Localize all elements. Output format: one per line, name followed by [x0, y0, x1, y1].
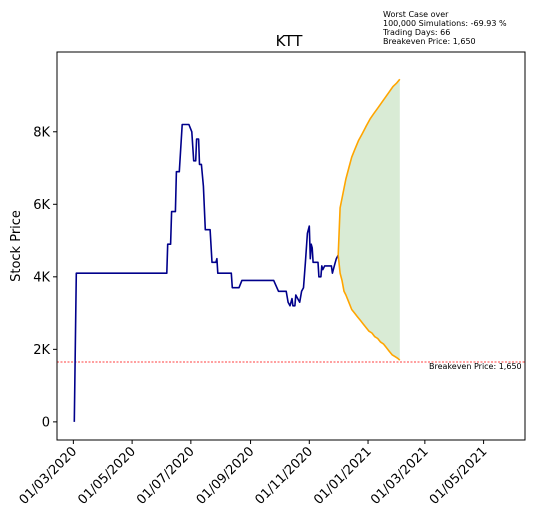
y-tick-label: 8K: [33, 125, 50, 140]
x-tick-label: 01/11/2020: [253, 444, 317, 508]
breakeven-label: Breakeven Price: 1,650: [429, 362, 522, 371]
y-tick-label: 0: [42, 415, 50, 430]
x-tick-label: 01/03/2020: [17, 444, 81, 508]
x-tick-label: 01/05/2021: [427, 444, 491, 508]
annotation-line-3: Trading Days: 66: [382, 28, 450, 37]
x-tick-label: 01/01/2021: [311, 444, 375, 508]
y-axis-ticks: 0 2K 4K 6K 8K: [33, 125, 57, 430]
annotation-line-4: Breakeven Price: 1,650: [383, 37, 476, 46]
y-tick-label: 6K: [33, 198, 50, 213]
best-case-line: [337, 78, 401, 256]
history-line: [73, 123, 339, 422]
projection-band: [338, 79, 400, 361]
y-tick-label: 4K: [33, 270, 50, 285]
y-axis-label: Stock Price: [9, 210, 24, 282]
chart-title: KTT: [276, 32, 304, 50]
worst-case-line: [337, 255, 401, 361]
x-axis-ticks: 01/03/202001/05/202001/07/202001/09/2020…: [17, 440, 491, 508]
plot-frame: [56, 51, 526, 441]
x-tick-label: 01/09/2020: [194, 444, 258, 508]
x-tick-label: 01/07/2020: [134, 444, 198, 508]
x-tick-label: 01/03/2021: [368, 444, 432, 508]
y-tick-label: 2K: [33, 343, 50, 358]
plot-area: [57, 78, 525, 422]
annotation-line-2: 100,000 Simulations: -69.93 %: [383, 19, 507, 28]
annotation-box: Worst Case over 100,000 Simulations: -69…: [382, 10, 507, 46]
annotation-line-1: Worst Case over: [383, 10, 449, 19]
x-tick-label: 01/05/2020: [75, 444, 139, 508]
